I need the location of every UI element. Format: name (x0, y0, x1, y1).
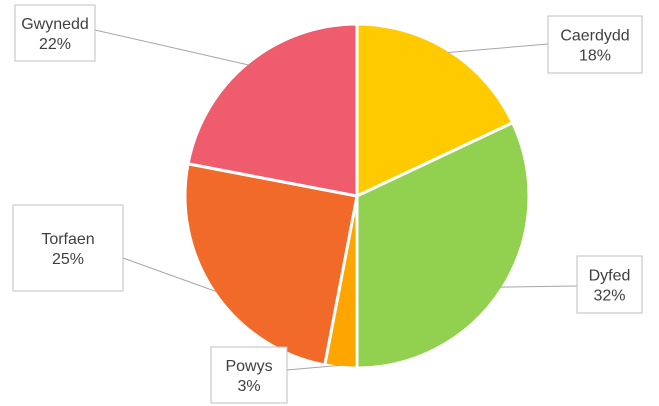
slice-percent-dyfed: 32% (593, 288, 625, 305)
slice-name-gwynedd: Gwynedd (21, 16, 89, 33)
leader-line-dyfed (500, 285, 578, 288)
pie-slice-caerdydd (355, 22, 515, 198)
pie-slices (183, 22, 531, 370)
data-label-box-powys (210, 346, 288, 404)
slice-percent-caerdydd: 18% (579, 48, 611, 65)
pie-slice-dyfed (355, 121, 531, 370)
data-label-box-dyfed (576, 255, 643, 314)
slice-percent-gwynedd: 22% (39, 36, 71, 53)
slice-percent-powys: 3% (237, 378, 260, 395)
slice-name-dyfed: Dyfed (589, 268, 631, 285)
slice-name-torfaen: Torfaen (41, 231, 94, 248)
pie-slice-gwynedd (186, 22, 359, 198)
slice-name-powys: Powys (225, 358, 272, 375)
data-label-box-gwynedd (14, 4, 96, 62)
data-label-box-caerdydd (547, 15, 643, 74)
leader-line-caerdydd (448, 43, 549, 53)
leader-line-torfaen (122, 257, 217, 293)
pie-labels: Caerdydd 18% Dyfed 32% Powys 3% Torfaen 25% Gwyn… (12, 4, 643, 404)
leader-line-gwynedd (94, 29, 249, 66)
slice-name-caerdydd: Caerdydd (560, 28, 629, 45)
slice-percent-torfaen: 25% (52, 251, 84, 268)
data-label-box-torfaen (12, 204, 124, 292)
leader-line-powys (286, 364, 342, 371)
pie-slice-torfaen (183, 162, 359, 367)
